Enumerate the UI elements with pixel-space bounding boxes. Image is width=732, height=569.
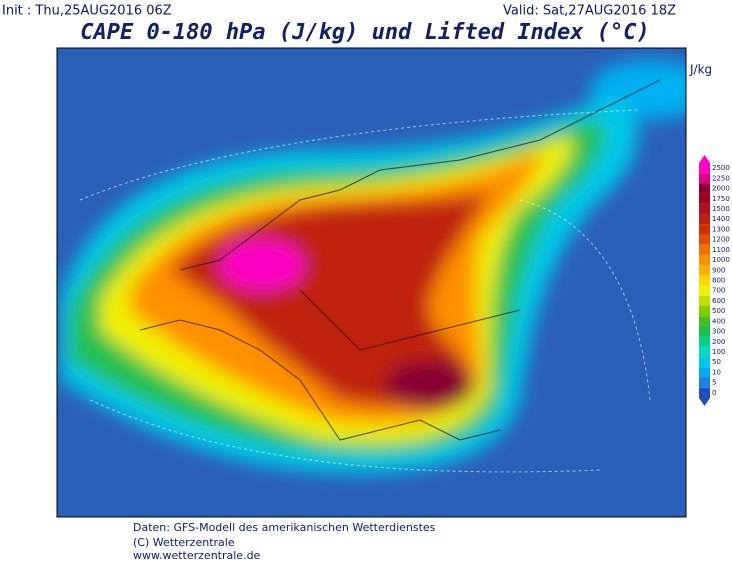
color-box [699, 244, 710, 255]
legend-label: 400 [712, 317, 725, 325]
legend-label: 1200 [712, 236, 730, 244]
color-box [699, 214, 710, 225]
legend-label: 2500 [712, 164, 730, 172]
legend-label: 200 [712, 338, 725, 346]
legend-label: 2250 [712, 174, 730, 182]
color-box [699, 295, 710, 307]
legend-label: 50 [712, 358, 721, 366]
color-box [699, 336, 710, 347]
legend-label: 1300 [712, 225, 730, 233]
color-box [699, 326, 710, 337]
color-box [699, 377, 710, 388]
legend-label: 1000 [712, 256, 730, 264]
color-box [699, 183, 710, 194]
color-box [699, 316, 710, 327]
color-box [699, 306, 710, 317]
legend-label: 700 [712, 287, 725, 295]
legend-label: 900 [712, 266, 725, 274]
color-box [699, 254, 710, 266]
legend-label: 100 [712, 348, 725, 356]
colorbar: 0 5 10 50 100 200 300 400 500 600 700 800 900 1000 110… [699, 155, 730, 406]
color-box [699, 173, 710, 184]
legend-label: 0 [712, 389, 716, 397]
color-box [699, 346, 710, 358]
color-box [699, 275, 710, 286]
init-time: Init : Thu,25AUG2016 06Z [2, 4, 172, 19]
color-box [699, 387, 710, 398]
footer-line: www.wetterzentrale.de [133, 549, 261, 562]
footer-line: (C) Wetterzentrale [133, 536, 235, 549]
legend-label: 10 [712, 368, 721, 376]
color-box [699, 163, 710, 174]
legend-label: 800 [712, 277, 725, 285]
legend-label: 1750 [712, 195, 730, 203]
legend-label: 300 [712, 328, 725, 336]
map-frame [56, 47, 687, 518]
valid-time: Valid: Sat,27AUG2016 18Z [503, 4, 676, 19]
legend-unit: J/kg [689, 63, 712, 77]
footer-line: Daten: GFS-Modell des amerikanischen Wet… [133, 521, 436, 534]
legend-label: 2000 [712, 185, 730, 193]
color-box [699, 367, 710, 378]
legend-label: 5 [712, 379, 716, 387]
legend-label: 1100 [712, 246, 730, 254]
color-box [699, 285, 710, 296]
color-box [699, 203, 710, 215]
legend-label: 500 [712, 307, 725, 315]
color-box [699, 224, 710, 235]
colorbar-arrow [699, 155, 710, 163]
color-box [699, 193, 710, 204]
legend-label: 600 [712, 297, 725, 305]
map [57, 48, 686, 517]
color-box [699, 357, 710, 368]
color-box [699, 234, 710, 245]
map-title: CAPE 0-180 hPa (J/kg) und Lifted Index (… [80, 20, 650, 45]
legend-label: 1400 [712, 215, 730, 223]
color-box [699, 265, 710, 276]
colorbar-arrow [699, 398, 710, 406]
legend-label: 1500 [712, 205, 730, 213]
